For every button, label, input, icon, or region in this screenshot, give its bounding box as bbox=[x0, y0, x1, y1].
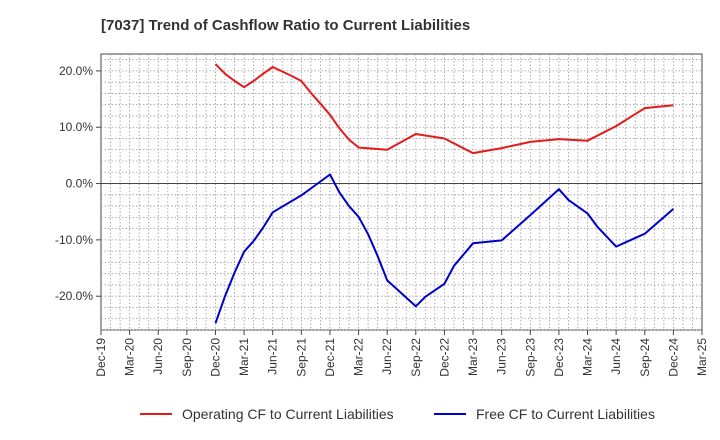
plot-area bbox=[100, 53, 703, 331]
y-tick-label: 20.0% bbox=[59, 64, 93, 78]
x-tick-label: Sep-21 bbox=[294, 338, 308, 377]
x-tick-label: Dec-24 bbox=[666, 338, 680, 377]
series-line-2 bbox=[214, 173, 675, 324]
chart-title: [7037] Trend of Cashflow Ratio to Curren… bbox=[101, 17, 470, 34]
x-tick-label: Mar-24 bbox=[581, 338, 595, 376]
x-tick-label: Dec-21 bbox=[323, 338, 337, 377]
series-lines bbox=[214, 63, 675, 324]
x-tick-label: Sep-23 bbox=[523, 338, 537, 377]
x-tick-label: Mar-22 bbox=[352, 338, 366, 376]
y-tick-label: -10.0% bbox=[55, 233, 93, 247]
x-tick-label: Dec-23 bbox=[552, 338, 566, 377]
x-tick-label: Dec-20 bbox=[208, 338, 222, 377]
y-tick-label: -20.0% bbox=[55, 289, 93, 303]
x-tick-label: Jun-24 bbox=[609, 338, 623, 375]
x-tick-label: Mar-23 bbox=[466, 338, 480, 376]
x-tick-label: Mar-20 bbox=[123, 338, 137, 376]
x-tick-label: Dec-22 bbox=[437, 338, 451, 377]
x-tick-label: Jun-20 bbox=[151, 338, 165, 375]
x-tick-label: Sep-24 bbox=[638, 338, 652, 377]
x-tick-label: Sep-20 bbox=[180, 338, 194, 377]
x-tick-label: Jun-23 bbox=[495, 338, 509, 375]
y-axis: 20.0% 10.0% 0.0% -10.0% -20.0% bbox=[55, 64, 101, 303]
y-tick-label: 10.0% bbox=[59, 120, 93, 134]
x-tick-label: Sep-22 bbox=[409, 338, 423, 377]
x-tick-label: Jun-22 bbox=[380, 338, 394, 375]
series-line-1 bbox=[214, 63, 674, 155]
x-tick-label: Mar-21 bbox=[237, 338, 251, 376]
y-tick-label: 0.0% bbox=[66, 177, 94, 191]
legend: Operating CF to Current Liabilities Free … bbox=[140, 406, 655, 422]
legend-label-1: Operating CF to Current Liabilities bbox=[182, 406, 394, 422]
x-tick-label: Mar-25 bbox=[695, 338, 709, 376]
x-tick-label: Jun-21 bbox=[266, 338, 280, 375]
x-tick-label: Dec-19 bbox=[94, 338, 108, 377]
x-axis: Dec-19 Mar-20 Jun-20 Sep-20 Dec-20 Mar-21 Jun-… bbox=[94, 330, 709, 377]
legend-label-2: Free CF to Current Liabilities bbox=[476, 406, 655, 422]
grid bbox=[101, 54, 702, 331]
